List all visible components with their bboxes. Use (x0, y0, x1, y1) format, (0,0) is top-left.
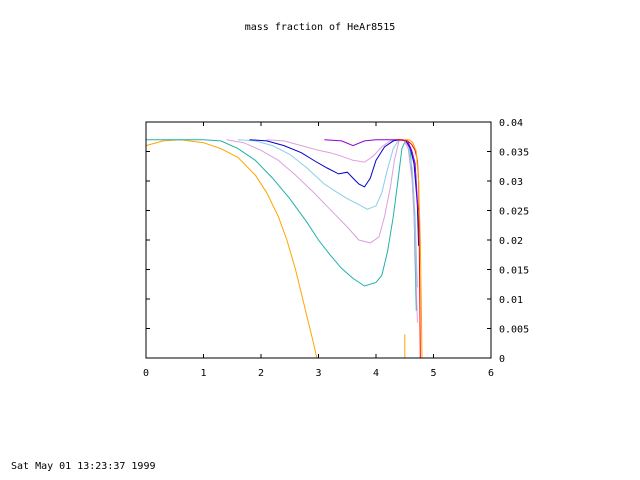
x-tick-label: 3 (315, 368, 321, 379)
timestamp: Sat May 01 13:23:37 1999 (11, 461, 156, 472)
series-line-1 (145, 139, 318, 359)
y-tick-label: 0.035 (499, 148, 529, 159)
y-tick-label: 0 (499, 354, 505, 365)
series-line-2 (146, 138, 417, 311)
chart-title: mass fraction of HeAr8515 (245, 22, 396, 33)
y-tick-label: 0.005 (499, 325, 529, 336)
series-layer (145, 138, 423, 359)
series-line-3 (226, 139, 418, 323)
y-tick-label: 0.03 (499, 177, 523, 188)
y-tick-label: 0.025 (499, 207, 529, 218)
x-tick-label: 6 (488, 368, 494, 379)
series-line-6 (249, 139, 420, 246)
series-line-4 (237, 139, 418, 288)
series-line-7 (324, 139, 419, 211)
x-tick-label: 4 (373, 368, 379, 379)
x-tick-label: 5 (430, 368, 436, 379)
y-tick-label: 0.02 (499, 236, 523, 247)
x-axis: 0 1 2 3 4 5 6 (143, 122, 494, 379)
y-tick-label: 0.04 (499, 118, 523, 129)
y-tick-label: 0.015 (499, 266, 529, 277)
series-line-9 (404, 139, 423, 359)
y-axis: 0 0.005 0.01 0.015 0.02 0.025 0.03 0.035 0.04 (146, 118, 529, 365)
x-tick-label: 1 (200, 368, 206, 379)
x-tick-label: 0 (143, 368, 149, 379)
y-tick-label: 0.01 (499, 295, 523, 306)
x-tick-label: 2 (258, 368, 264, 379)
series-line-8 (396, 139, 421, 359)
